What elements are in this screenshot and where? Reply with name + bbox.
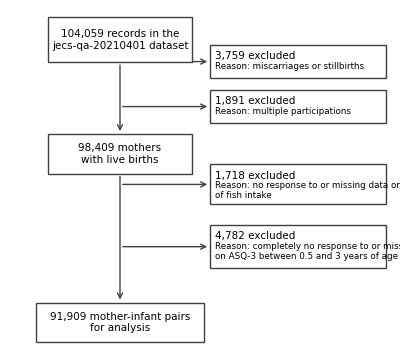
FancyBboxPatch shape — [36, 302, 204, 343]
Text: 1,718 excluded: 1,718 excluded — [215, 171, 295, 181]
Text: Reason: multiple participations: Reason: multiple participations — [215, 107, 351, 116]
Text: Reason: no response to or missing data on amount
of fish intake: Reason: no response to or missing data o… — [215, 181, 400, 200]
FancyBboxPatch shape — [48, 17, 192, 62]
Text: 98,409 mothers
with live births: 98,409 mothers with live births — [78, 143, 162, 165]
Text: 91,909 mother-infant pairs
for analysis: 91,909 mother-infant pairs for analysis — [50, 312, 190, 333]
Text: 1,891 excluded: 1,891 excluded — [215, 96, 295, 106]
Text: 104,059 records in the
jecs-qa-20210401 dataset: 104,059 records in the jecs-qa-20210401 … — [52, 29, 188, 51]
FancyBboxPatch shape — [48, 134, 192, 174]
FancyBboxPatch shape — [210, 45, 386, 78]
Text: 3,759 excluded: 3,759 excluded — [215, 51, 295, 61]
FancyBboxPatch shape — [210, 225, 386, 268]
Text: Reason: miscarriages or stillbirths: Reason: miscarriages or stillbirths — [215, 62, 364, 71]
Text: Reason: completely no response to or missing data
on ASQ-3 between 0.5 and 3 yea: Reason: completely no response to or mis… — [215, 242, 400, 261]
FancyBboxPatch shape — [210, 90, 386, 123]
FancyBboxPatch shape — [210, 164, 386, 204]
Text: 4,782 excluded: 4,782 excluded — [215, 231, 295, 241]
